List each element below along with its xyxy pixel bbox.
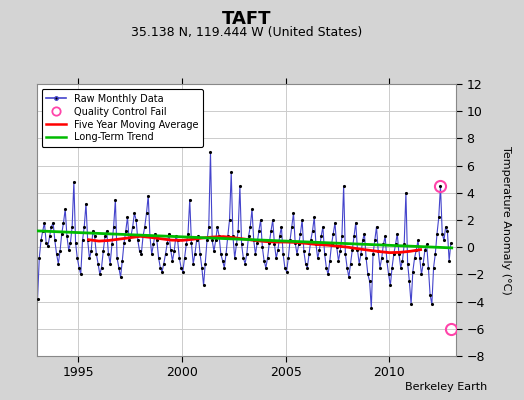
Legend: Raw Monthly Data, Quality Control Fail, Five Year Moving Average, Long-Term Tren: Raw Monthly Data, Quality Control Fail, …	[41, 89, 203, 147]
Text: 35.138 N, 119.444 W (United States): 35.138 N, 119.444 W (United States)	[130, 26, 362, 39]
Text: TAFT: TAFT	[222, 10, 271, 28]
Text: Berkeley Earth: Berkeley Earth	[405, 382, 487, 392]
Y-axis label: Temperature Anomaly (°C): Temperature Anomaly (°C)	[501, 146, 511, 294]
